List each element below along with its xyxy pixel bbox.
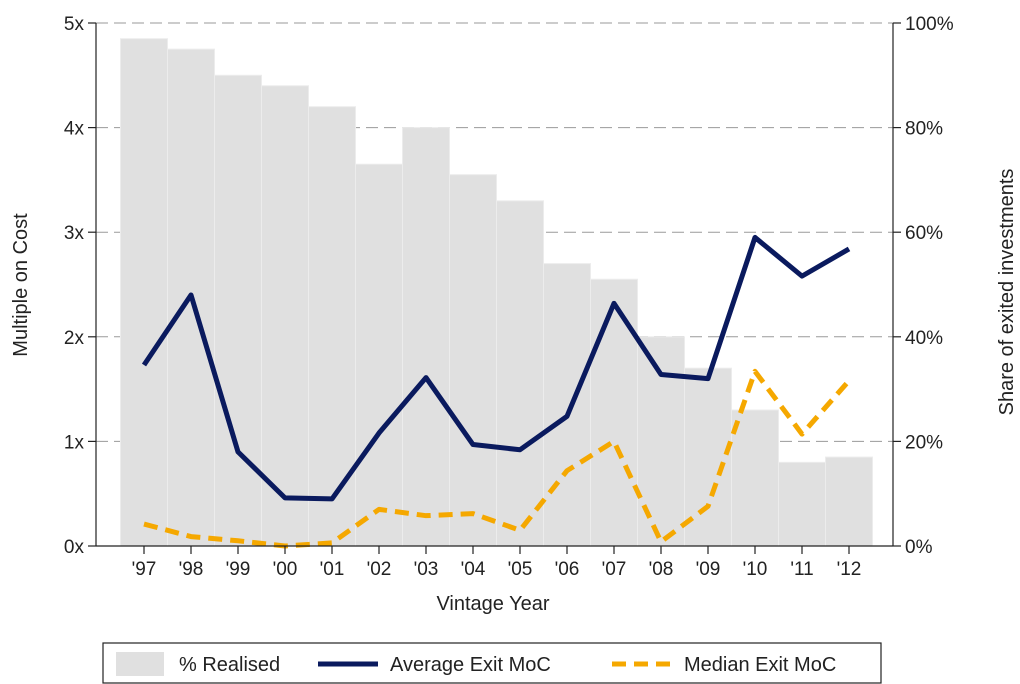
bar <box>731 409 779 547</box>
x-tick-label: '98 <box>179 559 204 580</box>
line-median-exit-moc <box>143 368 851 549</box>
x-tick-label: '97 <box>132 559 157 580</box>
line-average-exit-moc <box>141 234 851 502</box>
y2-tick-label: 0% <box>905 537 933 558</box>
x-tick-label: '06 <box>555 559 580 580</box>
y2-tick-label: 100% <box>905 14 954 35</box>
legend: % Realised Average Exit MoC Median Exit … <box>102 642 882 684</box>
bar <box>261 85 309 547</box>
bar <box>590 278 638 547</box>
x-tick-label: '03 <box>414 559 439 580</box>
legend-label-average: Average Exit MoC <box>390 654 551 676</box>
y-tick-label: 1x <box>64 432 85 453</box>
x-tick-label: '12 <box>837 559 862 580</box>
y-tick-label: 2x <box>64 328 85 349</box>
bar <box>120 38 168 547</box>
x-tick-label: '10 <box>743 559 768 580</box>
y-axis-title: Multiple on Cost <box>10 213 32 357</box>
x-tick-label: '08 <box>649 559 674 580</box>
legend-label-realised: % Realised <box>179 654 280 676</box>
y2-tick-label: 20% <box>905 432 943 453</box>
legend-swatch-realised <box>116 652 164 676</box>
bar <box>778 461 826 547</box>
x-tick-label: '00 <box>273 559 298 580</box>
line-series <box>141 234 851 549</box>
x-tick-label: '04 <box>461 559 486 580</box>
x-tick-label: '01 <box>320 559 345 580</box>
x-tick-label: '11 <box>790 559 813 580</box>
y2-tick-label: 60% <box>905 223 943 244</box>
bar <box>825 456 873 547</box>
y-tick-label: 5x <box>64 14 85 35</box>
y2-axis-title: Share of exited investments <box>996 169 1018 416</box>
bar <box>355 163 403 547</box>
legend-label-median: Median Exit MoC <box>684 654 836 676</box>
axes: 0x 1x 2x 3x 4x 5x 0% 20% 40% 60% 80% 100% '97 '98 '99 '… <box>64 14 954 580</box>
y-tick-label: 4x <box>64 119 85 140</box>
bar-series-realised <box>120 38 873 547</box>
x-tick-label: '99 <box>226 559 251 580</box>
y-tick-label: 3x <box>64 223 85 244</box>
x-tick-label: '07 <box>602 559 627 580</box>
x-tick-label: '02 <box>367 559 392 580</box>
bar <box>684 367 732 547</box>
y2-tick-label: 80% <box>905 119 943 140</box>
bar <box>543 263 591 547</box>
bar <box>449 174 497 547</box>
x-tick-label: '09 <box>696 559 721 580</box>
bar <box>496 200 544 547</box>
bar <box>402 127 450 547</box>
x-tick-label: '05 <box>508 559 533 580</box>
x-axis-title: Vintage Year <box>436 593 549 615</box>
legend-box <box>102 642 882 684</box>
y-tick-label: 0x <box>64 537 85 558</box>
y2-tick-label: 40% <box>905 328 943 349</box>
bar <box>637 336 685 547</box>
bar <box>214 74 262 547</box>
